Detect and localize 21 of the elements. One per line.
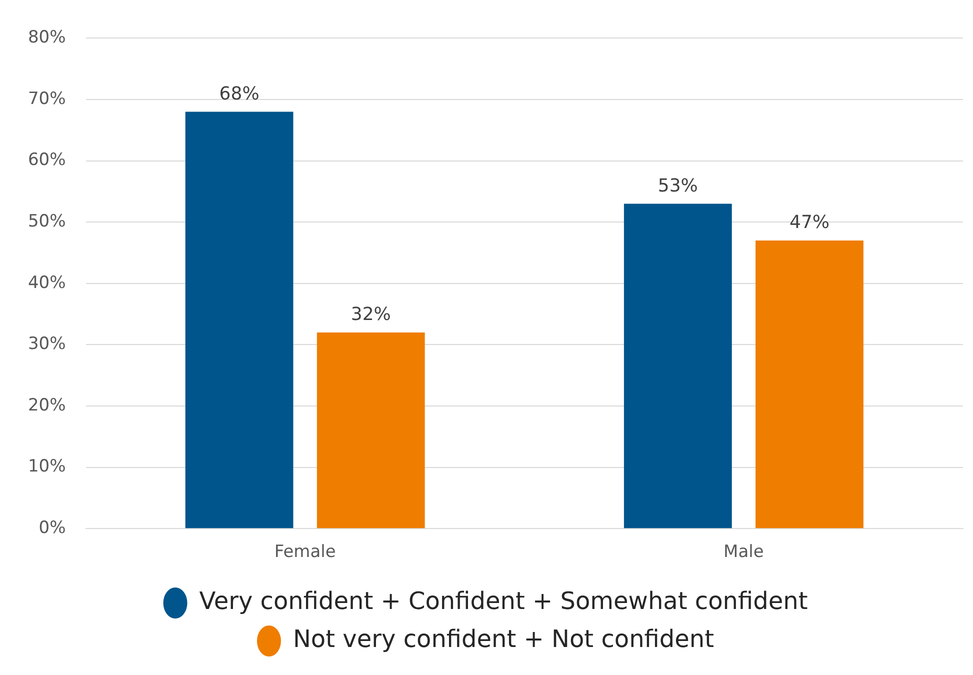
bar xyxy=(624,204,732,528)
data-label: 32% xyxy=(350,304,391,326)
x-tick-label: Male xyxy=(724,542,764,562)
y-tick-label: 10% xyxy=(28,456,66,477)
bar xyxy=(756,240,864,528)
bar xyxy=(185,112,294,528)
y-tick-label: 60% xyxy=(28,150,66,170)
data-label: 68% xyxy=(219,83,260,104)
bar xyxy=(316,332,425,528)
y-tick-label: 80% xyxy=(28,28,66,48)
y-tick-label: 0% xyxy=(38,518,66,538)
y-tick-label: 30% xyxy=(28,334,66,354)
y-tick-label: 40% xyxy=(28,272,66,293)
y-tick-label: 20% xyxy=(28,395,66,416)
y-tick-label: 50% xyxy=(28,212,66,232)
data-label: 47% xyxy=(789,212,830,234)
x-tick-label: Female xyxy=(274,542,336,562)
legend-label: Not very confident + Not confident xyxy=(292,625,714,654)
legend-label: Very confident + Confident + Somewhat confident xyxy=(199,587,808,616)
data-label: 53% xyxy=(658,175,698,196)
y-tick-label: 70% xyxy=(28,88,66,109)
